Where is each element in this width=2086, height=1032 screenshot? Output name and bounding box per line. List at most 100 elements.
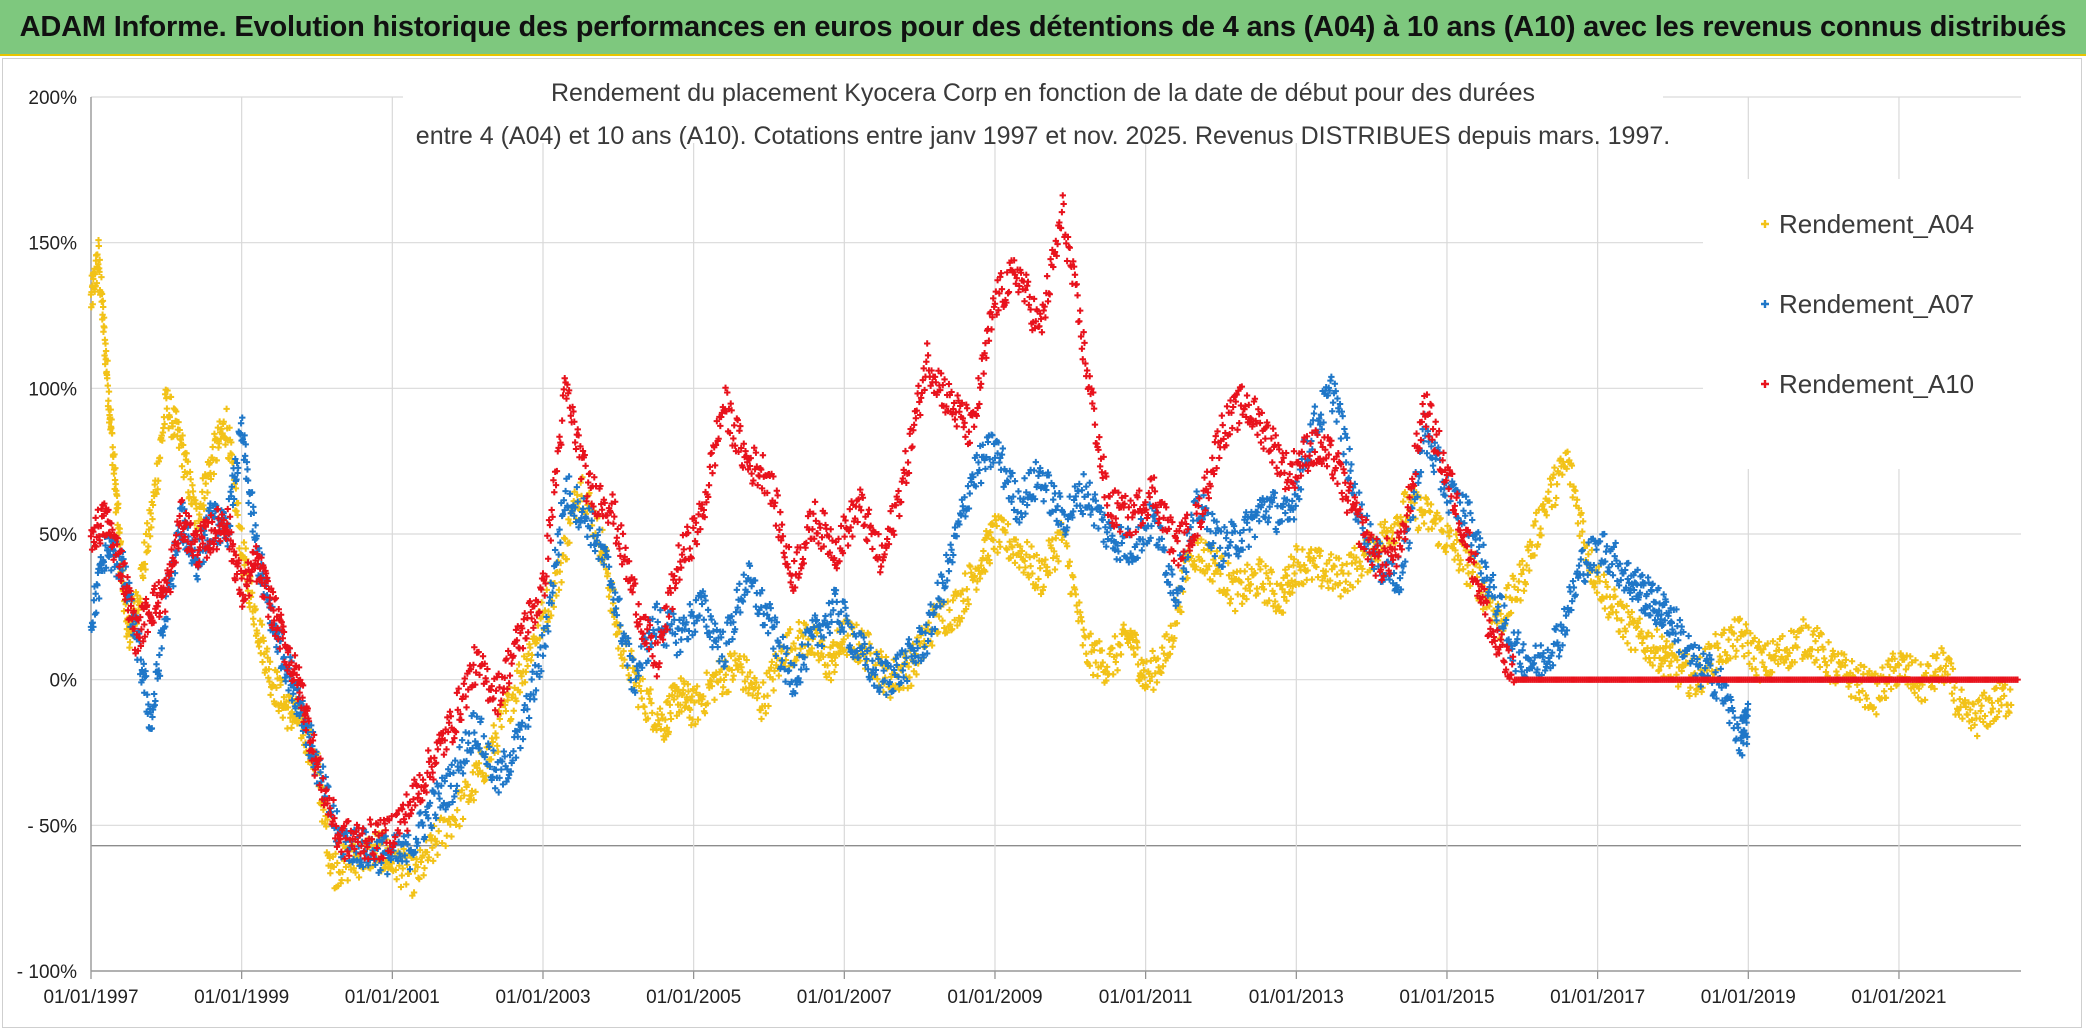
- data-point: [223, 405, 230, 413]
- data-point: [1114, 667, 1121, 674]
- data-point: [842, 604, 849, 612]
- data-point: [1354, 578, 1362, 585]
- data-point: [452, 821, 460, 829]
- data-point: [98, 290, 106, 298]
- y-tick-label: 200%: [28, 88, 77, 109]
- data-point: [1456, 499, 1464, 506]
- data-point: [458, 787, 466, 794]
- data-point: [1525, 547, 1532, 554]
- data-point: [1327, 551, 1335, 558]
- data-point: [730, 672, 737, 679]
- data-point: [469, 769, 477, 776]
- data-point: [232, 485, 240, 492]
- data-point: [1299, 546, 1306, 553]
- data-point: [453, 782, 461, 790]
- data-point: [1917, 661, 1924, 668]
- data-point: [539, 652, 547, 659]
- data-point: [250, 615, 257, 623]
- data-point: [1333, 418, 1340, 425]
- data-point: [1515, 629, 1522, 636]
- data-point: [150, 690, 158, 698]
- data-point: [279, 714, 287, 721]
- data-point: [151, 582, 158, 590]
- data-point: [462, 729, 469, 736]
- data-point: [163, 395, 170, 402]
- data-point: [1004, 520, 1012, 528]
- data-point: [1078, 618, 1086, 625]
- data-point: [288, 724, 295, 732]
- data-point: [153, 490, 160, 498]
- data-point: [1648, 632, 1656, 640]
- data-point: [1726, 719, 1733, 727]
- data-point: [179, 432, 186, 439]
- data-point: [527, 657, 535, 664]
- data-point: [1608, 560, 1616, 568]
- data-point: [1231, 607, 1239, 615]
- data-point: [239, 553, 247, 560]
- data-point: [1585, 551, 1592, 558]
- data-point: [149, 515, 156, 523]
- data-point: [423, 849, 431, 856]
- data-point: [260, 637, 267, 645]
- data-point: [1734, 636, 1741, 643]
- data-point: [1246, 526, 1253, 533]
- data-point: [525, 714, 533, 722]
- data-point: [105, 388, 113, 395]
- data-point: [1956, 695, 1964, 703]
- data-point: [1611, 586, 1618, 593]
- data-point: [350, 865, 357, 872]
- data-point: [115, 500, 122, 507]
- data-point: [465, 739, 472, 747]
- data-point: [456, 743, 463, 751]
- data-point: [966, 490, 973, 497]
- data-point: [474, 764, 481, 772]
- data-point: [946, 606, 953, 614]
- data-point: [1111, 633, 1119, 640]
- data-point: [1337, 435, 1345, 442]
- data-point: [945, 567, 953, 575]
- data-point: [1973, 732, 1981, 740]
- data-point: [1011, 477, 1019, 485]
- data-point: [1329, 407, 1336, 415]
- data-point: [199, 475, 207, 482]
- data-point: [1120, 621, 1127, 628]
- data-point: [475, 760, 483, 767]
- data-point: [434, 851, 441, 858]
- data-point: [1256, 517, 1263, 525]
- data-point: [525, 650, 532, 658]
- data-point: [203, 554, 211, 561]
- data-point: [1132, 651, 1139, 658]
- data-point: [93, 279, 100, 287]
- data-point: [1066, 493, 1073, 500]
- data-point: [1958, 686, 1965, 693]
- data-point: [333, 808, 341, 815]
- data-point: [507, 715, 515, 723]
- data-point: [254, 630, 261, 637]
- data-point: [275, 707, 282, 715]
- data-point: [265, 666, 273, 673]
- data-point: [155, 477, 162, 484]
- data-point: [1278, 581, 1285, 589]
- data-point: [1612, 609, 1620, 616]
- data-point: [832, 661, 839, 669]
- data-point: [175, 418, 182, 426]
- data-point: [447, 821, 454, 828]
- data-point: [1333, 571, 1341, 578]
- data-point: [137, 595, 144, 602]
- data-point: [277, 681, 284, 689]
- data-point: [102, 340, 109, 347]
- data-point: [977, 479, 985, 487]
- data-point: [1512, 667, 1519, 675]
- data-point: [397, 883, 405, 891]
- data-point: [1150, 686, 1157, 693]
- data-point: [92, 514, 99, 522]
- data-point: [448, 761, 455, 769]
- data-point: [259, 658, 266, 666]
- data-point: [2007, 686, 2014, 693]
- data-point: [545, 608, 552, 615]
- data-point: [438, 839, 446, 847]
- data-point: [1244, 561, 1251, 568]
- data-point: [420, 872, 427, 879]
- data-point: [189, 488, 197, 495]
- data-point: [1624, 640, 1631, 647]
